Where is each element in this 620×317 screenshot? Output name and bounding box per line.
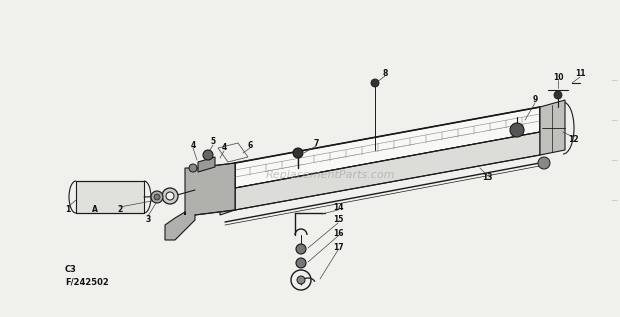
Text: 12: 12 (568, 135, 578, 145)
Text: 2: 2 (117, 205, 123, 215)
Text: 6: 6 (247, 140, 252, 150)
Text: 10: 10 (553, 73, 563, 81)
Circle shape (162, 188, 178, 204)
Text: F/242502: F/242502 (65, 277, 108, 287)
Text: 7: 7 (313, 139, 319, 147)
Polygon shape (540, 100, 565, 155)
Circle shape (151, 191, 163, 203)
Text: A: A (92, 205, 98, 215)
Circle shape (297, 276, 305, 284)
Circle shape (189, 164, 197, 172)
Circle shape (296, 258, 306, 268)
Text: 4: 4 (221, 144, 227, 152)
Text: 4: 4 (190, 140, 196, 150)
Polygon shape (220, 163, 235, 215)
Circle shape (154, 194, 160, 200)
Circle shape (538, 157, 550, 169)
Text: 3: 3 (145, 215, 151, 223)
Text: 14: 14 (333, 203, 343, 211)
Text: 1: 1 (65, 205, 71, 215)
Text: 8: 8 (383, 68, 388, 77)
Circle shape (166, 192, 174, 200)
Polygon shape (198, 157, 215, 172)
Text: 11: 11 (575, 69, 585, 79)
Text: 13: 13 (482, 173, 492, 183)
Circle shape (203, 150, 213, 160)
Circle shape (293, 148, 303, 158)
Polygon shape (165, 163, 235, 240)
Polygon shape (235, 132, 540, 210)
Text: C3: C3 (65, 266, 77, 275)
Polygon shape (235, 107, 540, 188)
Circle shape (296, 244, 306, 254)
Text: 5: 5 (210, 138, 216, 146)
Polygon shape (76, 181, 144, 213)
Circle shape (510, 123, 524, 137)
Text: 17: 17 (333, 243, 343, 251)
Text: 16: 16 (333, 229, 343, 237)
Circle shape (371, 79, 379, 87)
Circle shape (554, 91, 562, 99)
Text: ReplacementParts.com: ReplacementParts.com (265, 170, 395, 180)
Text: 15: 15 (333, 216, 343, 224)
Text: 9: 9 (533, 95, 538, 105)
